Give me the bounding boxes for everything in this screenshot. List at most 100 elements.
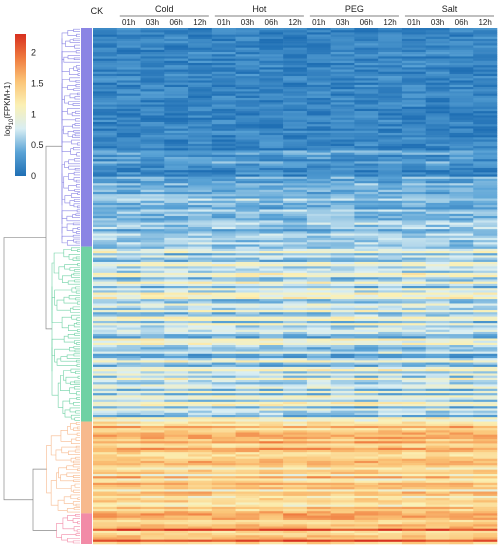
heatmap-cell	[116, 329, 141, 333]
heatmap-cell	[188, 349, 213, 352]
heatmap-cell	[188, 480, 213, 484]
heatmap-cell	[140, 465, 165, 468]
heatmap-cell	[354, 141, 379, 145]
heatmap-cell	[425, 187, 450, 191]
heatmap-cell	[235, 268, 260, 271]
heatmap-cell	[93, 465, 118, 468]
heatmap-cell	[164, 91, 189, 94]
heatmap-cell	[188, 231, 213, 234]
heatmap-cell	[283, 421, 308, 425]
heatmap-cell	[473, 233, 498, 237]
heatmap-cell	[330, 89, 355, 92]
heatmap-cell	[93, 115, 118, 118]
dendrogram-branch	[69, 200, 75, 206]
heatmap-cell	[354, 28, 379, 31]
heatmap-cell	[259, 314, 284, 317]
heatmap-cell	[188, 423, 213, 427]
heatmap-cell	[116, 266, 141, 269]
heatmap-cell	[378, 248, 403, 252]
heatmap-cell	[283, 231, 308, 234]
heatmap-cell	[449, 371, 474, 374]
heatmap-cell	[401, 292, 426, 296]
heatmap-cell	[235, 504, 260, 508]
heatmap-cell	[140, 102, 165, 105]
heatmap-cell	[259, 209, 284, 212]
heatmap-cell	[235, 336, 260, 339]
heatmap-cell	[306, 484, 331, 488]
heatmap-cell	[401, 283, 426, 287]
heatmap-cell	[378, 439, 403, 442]
heatmap-cell	[188, 401, 213, 405]
heatmap-cell	[401, 377, 426, 381]
heatmap-cell	[235, 139, 260, 142]
heatmap-cell	[140, 474, 165, 477]
heatmap-cell	[93, 537, 118, 540]
heatmap-cell	[235, 205, 260, 208]
heatmap-cell	[306, 539, 331, 543]
heatmap-cell	[235, 292, 260, 296]
heatmap-cell	[259, 84, 284, 88]
heatmap-cell	[283, 419, 308, 422]
dendrogram-branch	[73, 402, 80, 406]
heatmap-cell	[401, 73, 426, 77]
heatmap-cell	[188, 56, 213, 59]
heatmap-cell	[211, 397, 236, 400]
heatmap-cell	[93, 519, 118, 523]
heatmap-cell	[354, 78, 379, 81]
heatmap-cell	[140, 242, 165, 245]
heatmap-cell	[354, 82, 379, 86]
heatmap-cell	[93, 511, 118, 514]
heatmap-cell	[235, 316, 260, 320]
heatmap-cell	[140, 526, 165, 529]
heatmap-cell	[140, 213, 165, 217]
heatmap-cell	[116, 421, 141, 425]
heatmap-cell	[425, 268, 450, 271]
heatmap-cell	[188, 366, 213, 370]
heatmap-cell	[259, 467, 284, 470]
heatmap-cell	[188, 312, 213, 315]
heatmap-cell	[211, 369, 236, 372]
heatmap-cell	[354, 292, 379, 296]
heatmap-cell	[211, 430, 236, 433]
heatmap-cell	[425, 487, 450, 490]
heatmap-cell	[354, 91, 379, 94]
heatmap-cell	[425, 467, 450, 470]
heatmap-cell	[473, 76, 498, 79]
dendrogram-branch	[75, 445, 80, 449]
heatmap-cell	[211, 200, 236, 204]
heatmap-cell	[378, 253, 403, 256]
heatmap-cell	[93, 218, 118, 221]
heatmap-cell	[116, 388, 141, 392]
heatmap-cell	[259, 307, 284, 311]
heatmap-cell	[188, 43, 213, 46]
heatmap-cell	[306, 500, 331, 503]
heatmap-cell	[211, 159, 236, 162]
heatmap-cell	[116, 373, 141, 376]
heatmap-cell	[259, 292, 284, 296]
heatmap-cell	[259, 167, 284, 171]
heatmap-cell	[188, 124, 213, 127]
heatmap-cell	[378, 290, 403, 293]
heatmap-cell	[116, 301, 141, 304]
heatmap-cell	[235, 237, 260, 241]
heatmap-cell	[140, 60, 165, 64]
heatmap-cell	[116, 34, 141, 38]
heatmap-cell	[235, 209, 260, 212]
heatmap-cell	[306, 515, 331, 519]
heatmap-cell	[330, 237, 355, 241]
heatmap-cell	[188, 296, 213, 300]
heatmap-cell	[116, 95, 141, 99]
heatmap-cell	[449, 233, 474, 237]
heatmap-cell	[93, 312, 118, 315]
heatmap-cell	[116, 126, 141, 129]
heatmap-cell	[140, 458, 165, 462]
heatmap-cell	[164, 154, 189, 158]
heatmap-cell	[378, 200, 403, 204]
heatmap-cell	[449, 500, 474, 503]
heatmap-cell	[235, 482, 260, 486]
heatmap-cell	[449, 443, 474, 446]
heatmap-cell	[235, 423, 260, 427]
heatmap-cell	[330, 93, 355, 97]
heatmap-cell	[283, 506, 308, 510]
heatmap-cell	[378, 502, 403, 505]
